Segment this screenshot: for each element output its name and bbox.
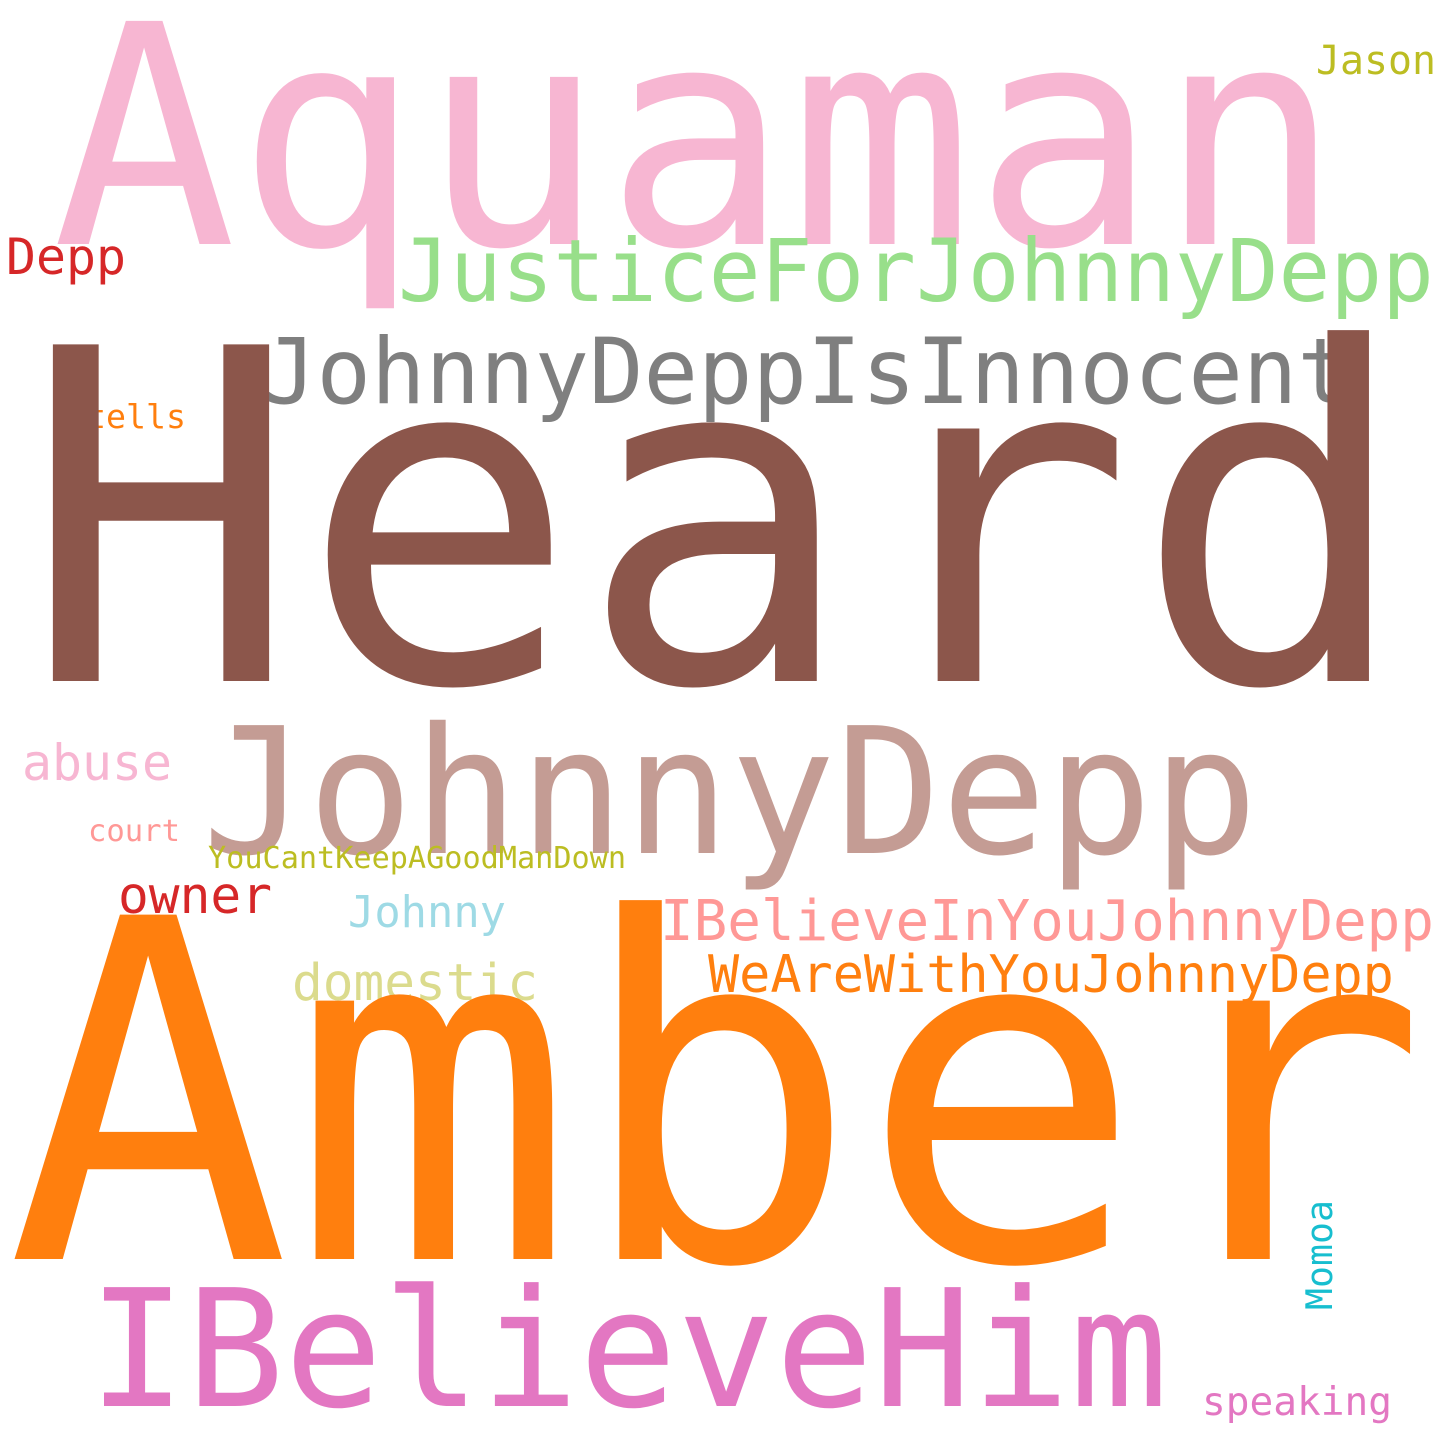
word-aquaman: Aquaman xyxy=(52,0,1343,317)
word-ibelieveinyoujohnnydepp: IBelieveInYouJohnnyDepp xyxy=(660,889,1434,955)
word-johnny: Johnny xyxy=(348,887,506,939)
word-wearewithyoujohnnydepp: WeAreWithYouJohnnyDepp xyxy=(708,945,1394,1006)
word-amber: Amber xyxy=(6,821,1429,1371)
word-justiceforjohnnydepp: JusticeForJohnnyDepp xyxy=(398,222,1434,322)
word-johnnydepp: JohnnyDepp xyxy=(202,691,1258,896)
word-speaking: speaking xyxy=(1202,1379,1392,1426)
word-court: court xyxy=(88,813,180,849)
word-momoa: Momoa xyxy=(1297,1200,1341,1310)
word-youcantkeepagoodmandown: YouCantKeepAGoodManDown xyxy=(208,840,627,876)
word-johnnydeppisinnocent: JohnnyDeppIsInnocent xyxy=(262,319,1352,425)
word-domestic: domestic xyxy=(292,953,539,1013)
word-heard: Heard xyxy=(22,252,1413,791)
word-ibelievehim: IBelieveHim xyxy=(88,1255,1168,1440)
word-tells: tells xyxy=(86,397,186,437)
word-owner: owner xyxy=(118,867,272,927)
word-depp: Depp xyxy=(6,228,126,287)
word-jason: Jason xyxy=(1316,38,1436,85)
word-abuse: abuse xyxy=(22,734,172,793)
